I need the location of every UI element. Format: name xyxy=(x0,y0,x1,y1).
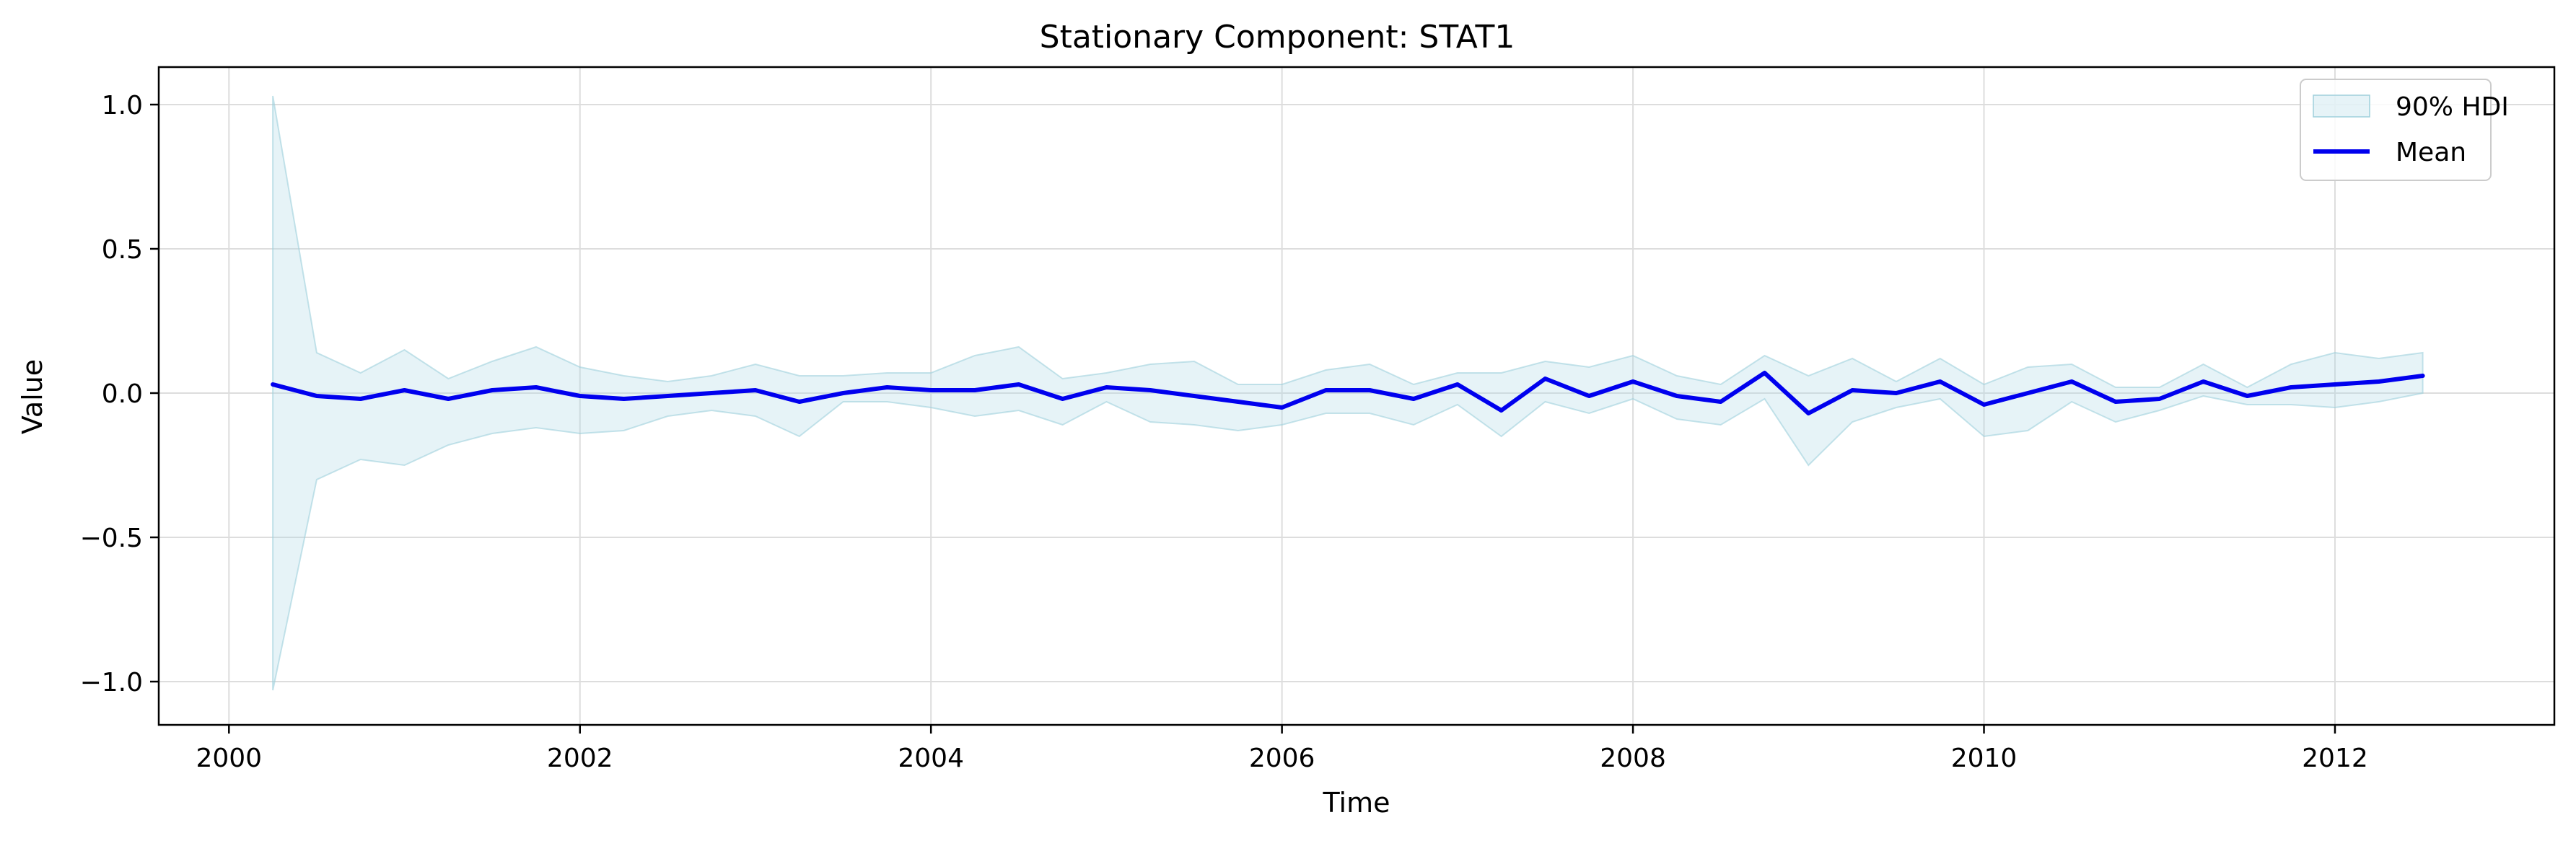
x-tick-label: 2012 xyxy=(2302,744,2368,773)
x-axis: 2000 2002 2004 2006 2008 2010 2012 xyxy=(196,725,2368,773)
legend-label-hdi: 90% HDI xyxy=(2396,92,2509,122)
y-tick-label: 0.0 xyxy=(102,379,143,409)
x-tick-label: 2006 xyxy=(1249,744,1315,773)
mean-line-layer xyxy=(271,371,2425,415)
y-tick-label: 0.5 xyxy=(102,235,143,265)
hdi-band xyxy=(272,95,2424,691)
x-tick-label: 2004 xyxy=(898,744,964,773)
y-axis-label: Value xyxy=(17,359,48,434)
legend: 90% HDI Mean xyxy=(2300,79,2509,181)
y-tick-label: 1.0 xyxy=(102,91,143,120)
chart-title: Stationary Component: STAT1 xyxy=(1040,19,1515,56)
mean-line xyxy=(271,371,2425,415)
y-tick-label: −1.0 xyxy=(80,668,143,697)
legend-label-mean: Mean xyxy=(2396,138,2466,167)
x-tick-label: 2010 xyxy=(1951,744,2018,773)
grid-lines xyxy=(159,67,2554,725)
plot-frame xyxy=(157,66,2556,726)
x-tick-label: 2002 xyxy=(547,744,613,773)
legend-box xyxy=(2300,79,2492,181)
legend-swatch-hdi xyxy=(2313,94,2370,118)
hdi-band-layer xyxy=(272,95,2424,691)
y-tick-label: −0.5 xyxy=(80,524,143,553)
x-axis-label: Time xyxy=(1323,787,1390,819)
y-axis: 1.0 0.5 0.0 −0.5 −1.0 xyxy=(80,91,159,697)
x-tick-label: 2008 xyxy=(1600,744,1666,773)
x-tick-label: 2000 xyxy=(196,744,262,773)
